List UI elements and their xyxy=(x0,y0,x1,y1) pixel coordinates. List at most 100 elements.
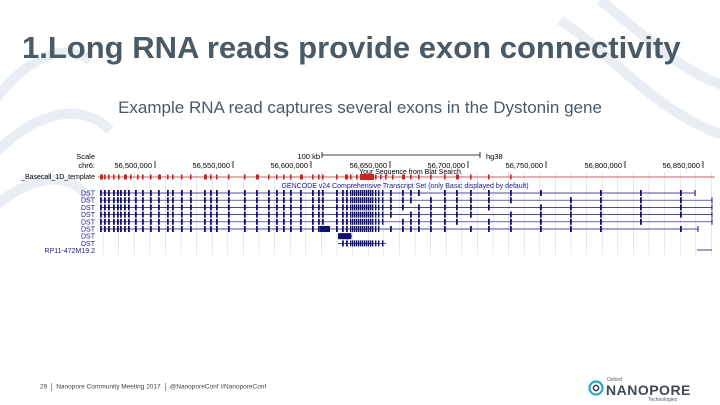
read-block xyxy=(181,174,183,180)
exon-block xyxy=(124,211,126,218)
exon-block xyxy=(318,218,320,225)
read-block xyxy=(244,174,246,180)
read-block xyxy=(375,174,377,180)
exon-block xyxy=(358,240,360,247)
exon-block xyxy=(244,211,246,218)
exon-block xyxy=(150,190,152,196)
exon-block xyxy=(108,197,110,204)
exon-block xyxy=(456,190,458,196)
exon-block xyxy=(204,226,206,232)
exon-block xyxy=(410,226,412,232)
read-block xyxy=(300,174,303,180)
exon-block xyxy=(336,197,338,204)
exon-block xyxy=(368,204,370,211)
exon-block xyxy=(418,204,420,211)
exon-block xyxy=(444,218,446,225)
exon-block xyxy=(358,211,360,218)
exon-block xyxy=(135,204,137,211)
exon-block xyxy=(366,197,368,204)
exon-block xyxy=(290,218,292,225)
exon-block xyxy=(216,211,218,218)
exon-block xyxy=(276,226,278,232)
exon-block xyxy=(181,226,183,232)
exon-block xyxy=(216,226,218,232)
logo-small-text: Oxford xyxy=(607,377,623,383)
read-block xyxy=(124,174,127,180)
exon-block xyxy=(378,197,380,204)
exon-block xyxy=(100,190,102,196)
exon-block xyxy=(430,197,432,204)
exon-block xyxy=(256,197,258,204)
exon-block xyxy=(378,204,380,211)
exon-block xyxy=(100,197,102,204)
exon-block xyxy=(382,204,384,211)
exon-block xyxy=(370,211,372,218)
exon-block xyxy=(210,218,212,225)
exon-block xyxy=(364,218,366,225)
exon-block xyxy=(364,226,366,232)
exon-block xyxy=(418,226,420,232)
exon-block xyxy=(368,226,370,232)
exon-block xyxy=(402,226,404,232)
exon-block xyxy=(276,197,278,204)
exon-block xyxy=(356,190,358,196)
exon-block xyxy=(244,218,246,225)
exon-block xyxy=(204,190,206,196)
exon-block xyxy=(276,211,278,218)
exon-block xyxy=(318,204,320,211)
exon-block xyxy=(402,190,404,196)
exon-block xyxy=(104,204,106,211)
read-block xyxy=(276,174,278,180)
exon-block xyxy=(135,197,137,204)
exon-block xyxy=(204,204,206,211)
read-block xyxy=(510,174,512,180)
exon-block xyxy=(181,190,183,196)
exon-block xyxy=(360,197,362,204)
exon-block xyxy=(322,190,324,196)
exon-block xyxy=(488,197,490,204)
exon-block xyxy=(181,218,183,225)
exon-block xyxy=(444,211,446,218)
exon-block xyxy=(244,190,246,196)
exon-block xyxy=(142,204,144,211)
exon-block xyxy=(117,226,119,232)
exon-block xyxy=(150,211,152,218)
exon-block xyxy=(256,211,258,218)
read-block xyxy=(430,174,432,180)
read-block xyxy=(108,174,110,180)
exon-block xyxy=(216,190,218,196)
exon-block xyxy=(336,218,338,225)
exon-block xyxy=(318,211,320,218)
exon-block xyxy=(510,226,512,232)
exon-block xyxy=(181,204,183,211)
exon-block xyxy=(300,226,302,232)
read-block xyxy=(256,174,259,180)
exon-block xyxy=(360,240,362,247)
position-label: 56,550,000 xyxy=(192,161,230,170)
chrom-label: chr6: xyxy=(78,161,95,170)
exon-block xyxy=(346,240,348,247)
transcript-label: DST xyxy=(81,234,96,241)
exon-block xyxy=(366,226,368,232)
read-block xyxy=(345,174,348,180)
exon-block xyxy=(181,197,183,204)
exon-block xyxy=(336,211,338,218)
exon-block xyxy=(283,226,285,232)
exon-block xyxy=(600,218,602,225)
exon-block xyxy=(204,218,206,225)
extra-gene-label: RP11-472M19.2 xyxy=(45,248,96,255)
exon-block xyxy=(356,197,358,204)
read-block xyxy=(167,174,169,180)
read-block xyxy=(322,174,324,180)
exon-block xyxy=(360,211,362,218)
exon-block xyxy=(142,218,144,225)
exon-block xyxy=(135,190,137,196)
exon-block xyxy=(150,226,152,232)
exon-block xyxy=(290,226,292,232)
transcript-label: DST xyxy=(81,198,96,205)
exon-block xyxy=(488,218,490,225)
exon-block xyxy=(378,240,380,247)
read-block xyxy=(210,174,212,180)
exon-block xyxy=(113,204,115,211)
exon-block xyxy=(128,197,130,204)
